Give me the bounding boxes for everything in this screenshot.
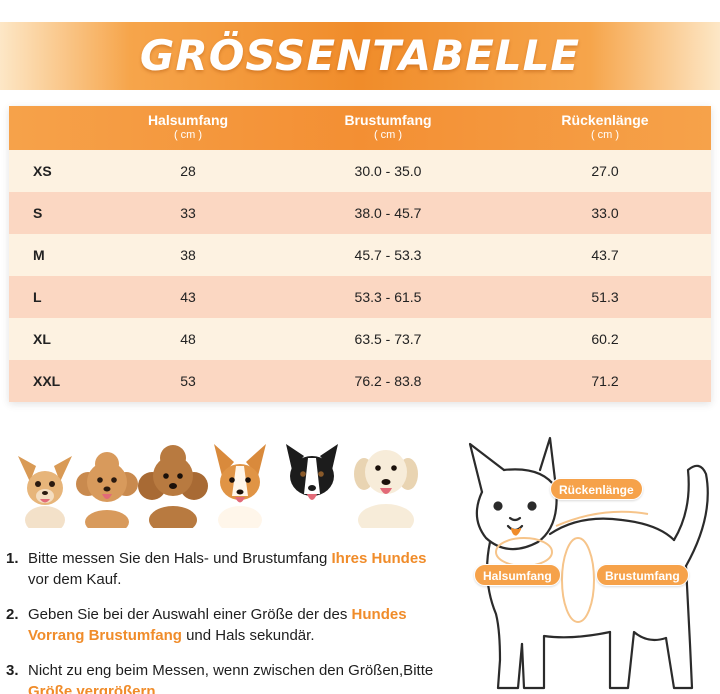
neck-cell: 43 (180, 289, 196, 305)
back-cell: 43.7 (591, 247, 619, 263)
header-back-label: Rückenlänge (561, 112, 649, 128)
size-cell: XXL (33, 373, 61, 389)
dog-photos (14, 436, 424, 528)
step-text: Geben Sie bei der Auswahl einer Größe de… (28, 604, 446, 646)
step-text-part: und Hals sekundär. (181, 627, 315, 644)
header-chest-unit: ( cm ) (373, 129, 403, 141)
neck-cell: 38 (180, 247, 196, 263)
size-table: Halsumfang ( cm ) Brustumfang ( cm ) Rüc… (9, 106, 711, 402)
table-row: XL 48 63.5 - 73.7 60.2 (9, 318, 711, 360)
step-number: 2. (6, 606, 19, 623)
poodle-photo (76, 452, 138, 528)
chest-cell: 53.3 - 61.5 (354, 289, 422, 305)
size-cell: L (33, 289, 42, 305)
chest-cell: 38.0 - 45.7 (354, 205, 422, 221)
chest-label: Brustumfang (596, 564, 689, 586)
header-chest: Brustumfang ( cm ) (277, 106, 499, 150)
neck-cell: 48 (180, 331, 196, 347)
table-row: L 43 53.3 - 61.5 51.3 (9, 276, 711, 318)
step-highlight: Größe vergrößern (28, 683, 156, 694)
title-banner: GRÖSSENTABELLE (0, 22, 720, 90)
back-cell: 60.2 (591, 331, 619, 347)
labrador-photo (354, 450, 418, 528)
step-text-part: Geben Sie bei der Auswahl einer Größe de… (28, 606, 352, 623)
size-cell: XL (33, 331, 51, 347)
table-row: S 33 38.0 - 45.7 33.0 (9, 192, 711, 234)
header-chest-label: Brustumfang (344, 112, 432, 128)
size-cell: M (33, 247, 45, 263)
header-back-unit: ( cm ) (590, 129, 620, 141)
table-row: XS 28 30.0 - 35.0 27.0 (9, 150, 711, 192)
chihuahua-photo (18, 456, 72, 528)
instruction-step: 2. Geben Sie bei der Auswahl einer Größe… (6, 604, 446, 646)
measurement-diagram: Rückenlänge Halsumfang Brustumfang (452, 430, 720, 694)
corgi-photo (214, 444, 266, 528)
neck-cell: 53 (180, 373, 196, 389)
chest-cell: 45.7 - 53.3 (354, 247, 422, 263)
step-text-part: Nicht zu eng beim Messen, wenn zwischen … (28, 662, 434, 679)
toy-poodle-photo (138, 445, 208, 528)
table-row: M 38 45.7 - 53.3 43.7 (9, 234, 711, 276)
header-neck-unit: ( cm ) (173, 129, 203, 141)
border-collie-photo (286, 444, 338, 528)
step-text: Bitte messen Sie den Hals- und Brustumfa… (28, 548, 446, 590)
measuring-instructions: 1. Bitte messen Sie den Hals- und Brustu… (6, 548, 446, 694)
back-length-label: Rückenlänge (550, 478, 643, 500)
header-neck-label: Halsumfang (147, 112, 229, 128)
header-back: Rückenlänge ( cm ) (499, 106, 711, 150)
neck-cell: 33 (180, 205, 196, 221)
chest-cell: 63.5 - 73.7 (354, 331, 422, 347)
table-header: Halsumfang ( cm ) Brustumfang ( cm ) Rüc… (9, 106, 711, 150)
back-cell: 33.0 (591, 205, 619, 221)
back-cell: 51.3 (591, 289, 619, 305)
step-number: 1. (6, 550, 19, 567)
step-text: Nicht zu eng beim Messen, wenn zwischen … (28, 660, 446, 694)
step-text-part: Bitte messen Sie den Hals- und Brustumfa… (28, 550, 332, 567)
step-text-part: . (155, 683, 160, 694)
table-row: XXL 53 76.2 - 83.8 71.2 (9, 360, 711, 402)
step-number: 3. (6, 662, 19, 679)
size-cell: S (33, 205, 43, 221)
back-cell: 27.0 (591, 163, 619, 179)
step-text-part: vor dem Kauf. (28, 571, 122, 588)
chest-cell: 30.0 - 35.0 (354, 163, 422, 179)
neck-label: Halsumfang (474, 564, 561, 586)
header-neck: Halsumfang ( cm ) (99, 106, 277, 150)
instruction-step: 1. Bitte messen Sie den Hals- und Brustu… (6, 548, 446, 590)
instruction-step: 3. Nicht zu eng beim Messen, wenn zwisch… (6, 660, 446, 694)
header-size-column (9, 106, 99, 150)
page-title: GRÖSSENTABELLE (139, 31, 581, 80)
size-cell: XS (33, 163, 52, 179)
chest-cell: 76.2 - 83.8 (354, 373, 422, 389)
step-highlight: Ihres Hundes (331, 550, 427, 567)
dog-outline-icon (468, 436, 709, 690)
step-highlight: Hundes Vorrang Brustumfang (28, 606, 407, 644)
neck-cell: 28 (180, 163, 196, 179)
back-cell: 71.2 (591, 373, 619, 389)
